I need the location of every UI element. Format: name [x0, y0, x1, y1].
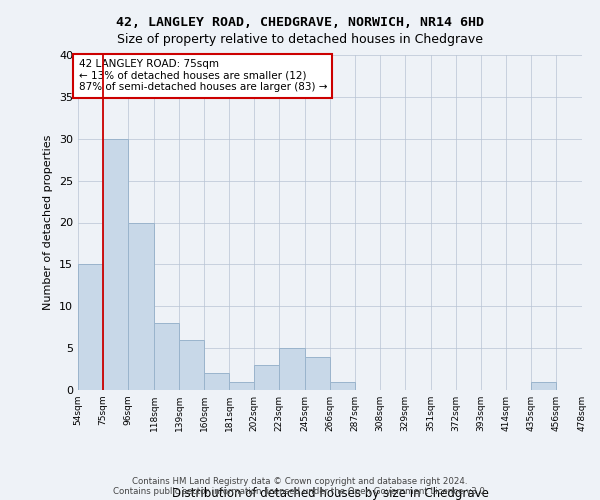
Bar	[531, 382, 556, 390]
Bar	[254, 365, 279, 390]
X-axis label: Distribution of detached houses by size in Chedgrave: Distribution of detached houses by size …	[172, 487, 488, 500]
Text: 42, LANGLEY ROAD, CHEDGRAVE, NORWICH, NR14 6HD: 42, LANGLEY ROAD, CHEDGRAVE, NORWICH, NR…	[116, 16, 484, 29]
Bar	[204, 373, 229, 390]
Bar	[128, 222, 154, 390]
Bar	[229, 382, 254, 390]
Bar	[279, 348, 305, 390]
Bar	[103, 138, 128, 390]
Bar	[154, 323, 179, 390]
Text: Size of property relative to detached houses in Chedgrave: Size of property relative to detached ho…	[117, 32, 483, 46]
Y-axis label: Number of detached properties: Number of detached properties	[43, 135, 53, 310]
Text: 42 LANGLEY ROAD: 75sqm
← 13% of detached houses are smaller (12)
87% of semi-det: 42 LANGLEY ROAD: 75sqm ← 13% of detached…	[79, 59, 327, 92]
Bar	[330, 382, 355, 390]
Bar	[78, 264, 103, 390]
Text: Contains HM Land Registry data © Crown copyright and database right 2024.
Contai: Contains HM Land Registry data © Crown c…	[113, 476, 487, 496]
Bar	[305, 356, 330, 390]
Bar	[179, 340, 204, 390]
